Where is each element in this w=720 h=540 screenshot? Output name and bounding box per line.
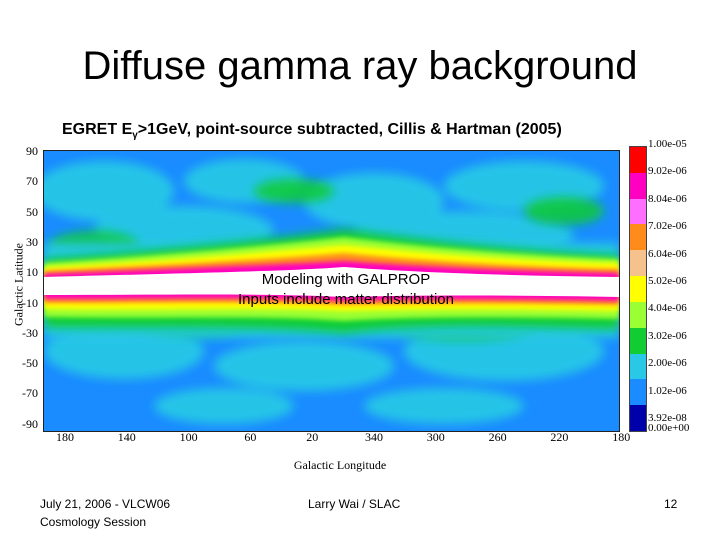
y-tick-label: -70 bbox=[22, 386, 38, 401]
overlay-line-1: Modeling with GALPROP bbox=[261, 271, 431, 288]
colorbar-segment bbox=[630, 301, 646, 329]
colorbar-label: 3.02e-06 bbox=[648, 329, 687, 342]
subtitle-pre: EGRET E bbox=[62, 121, 133, 138]
colorbar-label: 9.02e-06 bbox=[648, 165, 687, 178]
colorbar-segment bbox=[630, 379, 646, 406]
subtitle-sub: γ bbox=[132, 130, 138, 142]
y-tick-label: 30 bbox=[26, 234, 38, 249]
y-tick-label: 90 bbox=[26, 144, 38, 158]
subtitle: EGRET Eγ>1GeV, point-source subtracted, … bbox=[62, 121, 562, 141]
subtitle-post: >1GeV, point-source subtracted, Cillis &… bbox=[137, 121, 562, 138]
footer-date: July 21, 2006 - VLCW06 bbox=[40, 497, 171, 511]
x-tick-label: 20 bbox=[306, 430, 319, 444]
colorbar-label: 2.00e-06 bbox=[648, 357, 687, 370]
x-tick-label: 180 bbox=[612, 430, 631, 444]
x-tick-label: 140 bbox=[117, 430, 136, 444]
y-tick-label: -50 bbox=[22, 356, 38, 371]
footer-session: Cosmology Session bbox=[40, 515, 147, 529]
colorbar bbox=[629, 146, 647, 432]
colorbar-label: 1.02e-06 bbox=[648, 384, 687, 397]
colorbar-label: 6.04e-06 bbox=[648, 247, 687, 260]
y-tick-label: 10 bbox=[26, 265, 38, 280]
colorbar-segment bbox=[630, 405, 646, 432]
colorbar-label: 8.04e-06 bbox=[648, 192, 687, 205]
y-tick-label: -10 bbox=[22, 295, 38, 310]
footer-author: Larry Wai / SLAC bbox=[308, 497, 401, 511]
sky-map bbox=[43, 150, 620, 432]
sky-map-image bbox=[44, 151, 619, 431]
colorbar-label: 4.04e-06 bbox=[648, 302, 687, 315]
colorbar-label: 5.02e-06 bbox=[648, 275, 687, 287]
y-tick-label: 70 bbox=[26, 174, 38, 189]
colorbar-segment bbox=[630, 198, 646, 225]
x-tick-label: 220 bbox=[550, 430, 569, 444]
colorbar-segment bbox=[630, 250, 646, 277]
slide-title: Diffuse gamma ray background bbox=[82, 44, 638, 88]
page-number: 12 bbox=[664, 497, 678, 511]
colorbar-label: 7.02e-06 bbox=[648, 220, 687, 233]
colorbar-segment bbox=[630, 353, 646, 380]
colorbar-segment bbox=[630, 224, 646, 251]
colorbar-segment bbox=[630, 276, 646, 303]
x-tick-label: 260 bbox=[488, 430, 507, 444]
x-tick-label: 340 bbox=[365, 430, 383, 444]
y-tick-label: 50 bbox=[26, 204, 38, 219]
x-tick-label: 300 bbox=[426, 430, 445, 444]
colorbar-label: 1.00e-05 bbox=[648, 138, 687, 150]
y-tick-label: -90 bbox=[22, 416, 38, 431]
x-tick-label: 180 bbox=[56, 430, 74, 444]
colorbar-label: 3.92e-08 bbox=[648, 412, 687, 424]
y-tick-label: -30 bbox=[22, 325, 38, 340]
colorbar-segment bbox=[630, 172, 646, 200]
x-tick-label: 60 bbox=[244, 430, 257, 444]
x-tick-label: 100 bbox=[179, 430, 198, 444]
colorbar-label: 0.00e+00 bbox=[648, 422, 690, 434]
colorbar-segment bbox=[630, 147, 646, 174]
x-axis-label: Galactic Longitude bbox=[293, 458, 387, 472]
colorbar-segment bbox=[630, 327, 646, 355]
overlay-line-2: Inputs include matter distribution bbox=[238, 291, 454, 308]
